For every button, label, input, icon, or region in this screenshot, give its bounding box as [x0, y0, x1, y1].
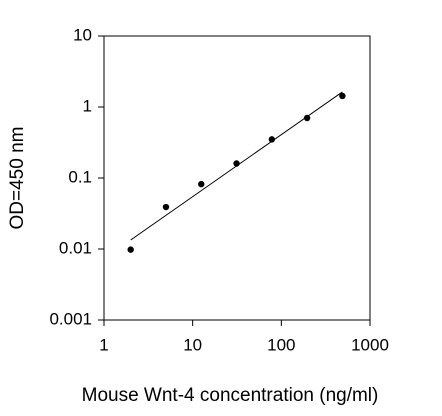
data-point [127, 246, 134, 253]
x-axis-title: Mouse Wnt-4 concentration (ng/ml) [82, 385, 379, 406]
y-tick-label: 0.1 [68, 167, 92, 186]
y-tick-label: 10 [73, 25, 92, 44]
x-tick-label: 1 [99, 335, 108, 354]
x-tick-label: 10 [183, 335, 202, 354]
y-tick-label: 0.001 [49, 309, 92, 328]
data-point [198, 180, 205, 188]
data-point [303, 114, 311, 122]
x-tick-label: 100 [267, 335, 295, 354]
plot-frame [103, 35, 371, 321]
y-tick-label: 1 [83, 96, 92, 115]
x-tick-label: 1000 [351, 335, 389, 354]
data-point [339, 92, 346, 100]
y-tick-label: 0.01 [59, 238, 92, 257]
data-point [162, 203, 170, 211]
y-axis-title: OD=450 nm [7, 127, 28, 230]
data-point [233, 160, 240, 167]
data-point [268, 136, 276, 143]
